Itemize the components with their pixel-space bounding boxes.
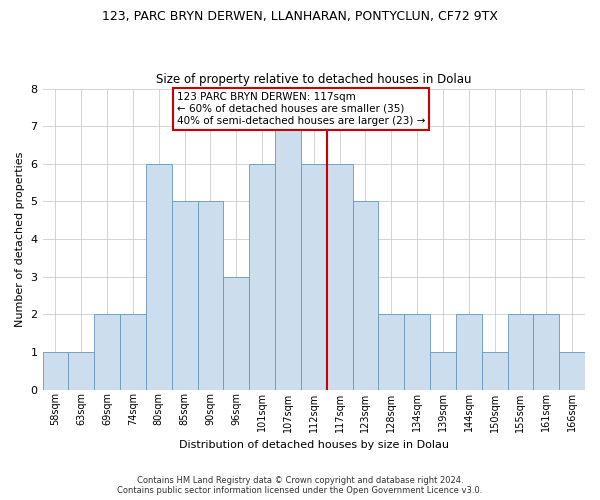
Bar xyxy=(197,202,223,390)
Text: Contains HM Land Registry data © Crown copyright and database right 2024.
Contai: Contains HM Land Registry data © Crown c… xyxy=(118,476,482,495)
Bar xyxy=(379,314,404,390)
Bar xyxy=(456,314,482,390)
Bar xyxy=(275,126,301,390)
Bar xyxy=(353,202,379,390)
Bar xyxy=(430,352,456,390)
Bar xyxy=(43,352,68,390)
Bar xyxy=(120,314,146,390)
Bar xyxy=(404,314,430,390)
Bar xyxy=(301,164,326,390)
Bar xyxy=(533,314,559,390)
Bar xyxy=(508,314,533,390)
Bar xyxy=(146,164,172,390)
Bar xyxy=(326,164,353,390)
Bar xyxy=(223,276,249,390)
Bar xyxy=(482,352,508,390)
Bar xyxy=(249,164,275,390)
Text: 123 PARC BRYN DERWEN: 117sqm
← 60% of detached houses are smaller (35)
40% of se: 123 PARC BRYN DERWEN: 117sqm ← 60% of de… xyxy=(176,92,425,126)
Text: 123, PARC BRYN DERWEN, LLANHARAN, PONTYCLUN, CF72 9TX: 123, PARC BRYN DERWEN, LLANHARAN, PONTYC… xyxy=(102,10,498,23)
Bar xyxy=(68,352,94,390)
Y-axis label: Number of detached properties: Number of detached properties xyxy=(15,152,25,326)
Title: Size of property relative to detached houses in Dolau: Size of property relative to detached ho… xyxy=(156,73,472,86)
Bar xyxy=(559,352,585,390)
Bar xyxy=(172,202,197,390)
X-axis label: Distribution of detached houses by size in Dolau: Distribution of detached houses by size … xyxy=(179,440,449,450)
Bar xyxy=(94,314,120,390)
